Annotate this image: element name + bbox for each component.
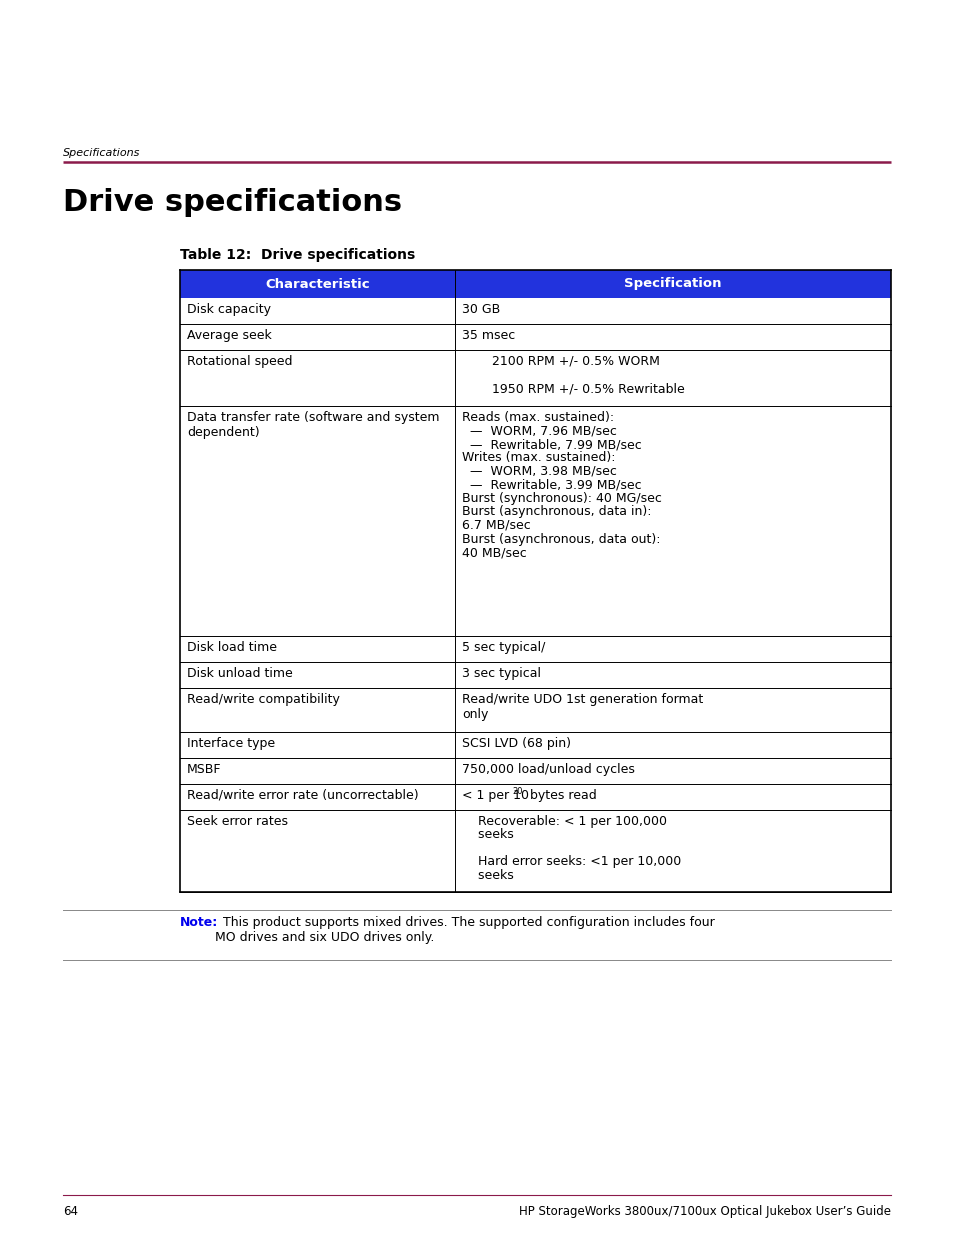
Text: Specifications: Specifications: [63, 148, 140, 158]
Text: 6.7 MB/sec: 6.7 MB/sec: [461, 519, 530, 532]
Text: —  Rewritable, 7.99 MB/sec: — Rewritable, 7.99 MB/sec: [461, 438, 641, 451]
Text: Burst (asynchronous, data in):: Burst (asynchronous, data in):: [461, 505, 651, 519]
Text: Burst (asynchronous, data out):: Burst (asynchronous, data out):: [461, 532, 659, 546]
Text: Characteristic: Characteristic: [265, 278, 370, 290]
Text: 35 msec: 35 msec: [461, 329, 515, 342]
Text: This product supports mixed drives. The supported configuration includes four
MO: This product supports mixed drives. The …: [214, 916, 714, 944]
Bar: [180, 406, 890, 636]
Text: 5 sec typical/: 5 sec typical/: [461, 641, 545, 655]
Bar: [180, 270, 890, 298]
Bar: [180, 350, 890, 406]
Text: Read/write compatibility: Read/write compatibility: [187, 693, 339, 706]
Text: Table 12:  Drive specifications: Table 12: Drive specifications: [180, 248, 415, 262]
Text: < 1 per 10: < 1 per 10: [461, 789, 529, 802]
Text: Writes (max. sustained):: Writes (max. sustained):: [461, 452, 615, 464]
Text: bytes read: bytes read: [526, 789, 597, 802]
Text: Burst (synchronous): 40 MG/sec: Burst (synchronous): 40 MG/sec: [461, 492, 661, 505]
Text: 30 GB: 30 GB: [461, 303, 499, 316]
Text: seeks: seeks: [461, 869, 514, 882]
Text: —  WORM, 7.96 MB/sec: — WORM, 7.96 MB/sec: [461, 425, 617, 437]
Text: Average seek: Average seek: [187, 329, 272, 342]
Text: 1950 RPM +/- 0.5% Rewritable: 1950 RPM +/- 0.5% Rewritable: [476, 382, 684, 395]
Text: Reads (max. sustained):: Reads (max. sustained):: [461, 411, 614, 424]
Bar: [180, 662, 890, 688]
Bar: [180, 298, 890, 324]
Text: Disk unload time: Disk unload time: [187, 667, 293, 680]
Bar: [180, 732, 890, 758]
Text: 40 MB/sec: 40 MB/sec: [461, 546, 526, 559]
Text: Data transfer rate (software and system
dependent): Data transfer rate (software and system …: [187, 411, 439, 438]
Bar: [180, 758, 890, 784]
Text: Specification: Specification: [623, 278, 721, 290]
Text: Read/write error rate (uncorrectable): Read/write error rate (uncorrectable): [187, 789, 418, 802]
Text: MSBF: MSBF: [187, 763, 221, 776]
Text: —  Rewritable, 3.99 MB/sec: — Rewritable, 3.99 MB/sec: [461, 478, 641, 492]
Text: Recoverable: < 1 per 100,000: Recoverable: < 1 per 100,000: [461, 815, 666, 827]
Text: Disk capacity: Disk capacity: [187, 303, 271, 316]
Bar: [180, 324, 890, 350]
Text: —  WORM, 3.98 MB/sec: — WORM, 3.98 MB/sec: [461, 466, 617, 478]
Text: 64: 64: [63, 1205, 78, 1218]
Text: 2100 RPM +/- 0.5% WORM: 2100 RPM +/- 0.5% WORM: [476, 354, 659, 368]
Text: Drive specifications: Drive specifications: [63, 188, 402, 217]
Text: Rotational speed: Rotational speed: [187, 354, 293, 368]
Text: Note:: Note:: [180, 916, 218, 929]
Bar: [180, 688, 890, 732]
Text: Interface type: Interface type: [187, 737, 274, 750]
Text: Read/write UDO 1st generation format
only: Read/write UDO 1st generation format onl…: [461, 693, 702, 721]
Text: 20: 20: [512, 787, 522, 797]
Text: 3 sec typical: 3 sec typical: [461, 667, 540, 680]
Text: seeks: seeks: [461, 829, 514, 841]
Text: SCSI LVD (68 pin): SCSI LVD (68 pin): [461, 737, 571, 750]
Text: Disk load time: Disk load time: [187, 641, 276, 655]
Text: Hard error seeks: <1 per 10,000: Hard error seeks: <1 per 10,000: [461, 856, 680, 868]
Bar: [180, 636, 890, 662]
Text: Seek error rates: Seek error rates: [187, 815, 288, 827]
Text: HP StorageWorks 3800ux/7100ux Optical Jukebox User’s Guide: HP StorageWorks 3800ux/7100ux Optical Ju…: [518, 1205, 890, 1218]
Text: 750,000 load/unload cycles: 750,000 load/unload cycles: [461, 763, 634, 776]
Bar: [180, 784, 890, 810]
Bar: [180, 810, 890, 892]
